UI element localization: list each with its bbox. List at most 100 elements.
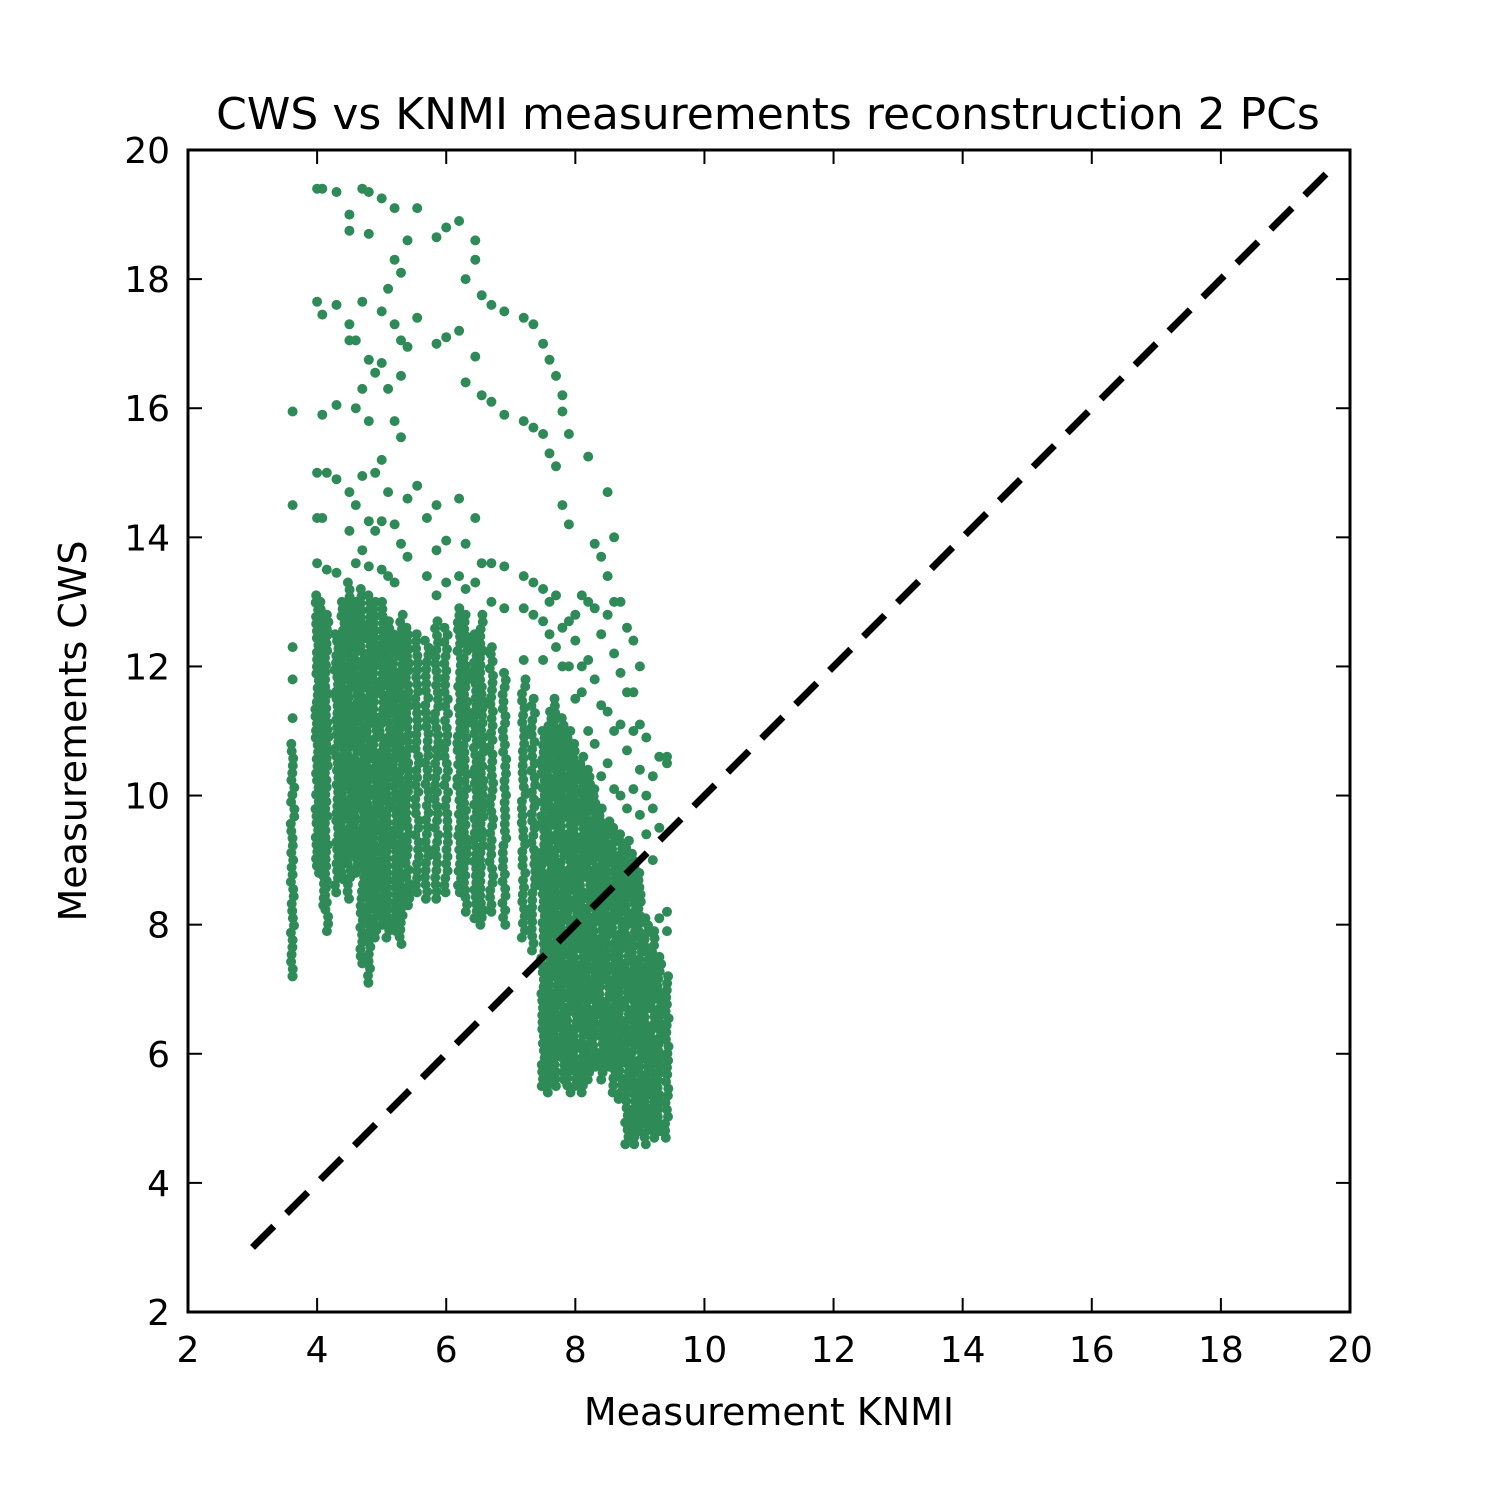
data-point: [420, 685, 431, 696]
y-axis-label: Measurements CWS: [51, 541, 95, 922]
data-point-outlier: [654, 822, 665, 833]
data-point: [343, 843, 354, 854]
data-point-outlier: [389, 254, 400, 265]
data-point: [336, 653, 347, 664]
data-point: [381, 846, 392, 857]
data-point-outlier: [357, 545, 368, 556]
data-point: [475, 890, 486, 901]
data-point: [460, 609, 471, 620]
data-point-outlier: [350, 500, 361, 511]
data-point: [499, 783, 510, 793]
data-point-outlier: [402, 493, 413, 504]
data-point: [519, 731, 530, 742]
data-point: [397, 609, 408, 620]
data-point: [475, 631, 486, 642]
data-point-outlier: [622, 622, 632, 633]
data-point: [550, 1081, 561, 1092]
data-point: [569, 1052, 579, 1063]
data-point-outlier: [551, 370, 561, 381]
data-point-outlier: [421, 513, 432, 523]
data-point: [550, 1009, 561, 1020]
data-point: [550, 1073, 561, 1084]
data-point: [286, 956, 297, 967]
data-point-outlier: [370, 367, 381, 378]
data-point-outlier: [331, 187, 342, 197]
data-point-outlier: [389, 577, 400, 588]
data-point-outlier: [615, 667, 626, 678]
data-point-outlier: [518, 603, 529, 614]
data-point-outlier: [389, 319, 400, 330]
data-point: [526, 729, 537, 740]
x-tick-label: 16: [1069, 1330, 1115, 1371]
data-point: [320, 825, 331, 836]
data-point: [634, 1061, 645, 1072]
x-tick-label: 20: [1327, 1330, 1373, 1371]
data-point: [412, 657, 423, 668]
data-point: [544, 979, 555, 990]
data-point: [433, 694, 443, 705]
data-point: [640, 913, 651, 924]
data-point: [377, 604, 388, 615]
data-point-outlier: [441, 332, 452, 343]
data-point-outlier: [602, 706, 613, 717]
data-point: [649, 926, 660, 937]
data-point: [430, 659, 441, 669]
data-point-outlier: [518, 571, 529, 582]
data-point: [287, 768, 298, 778]
data-point-outlier: [412, 312, 423, 323]
data-point-outlier: [287, 406, 298, 417]
data-point: [422, 743, 433, 754]
data-point: [477, 703, 488, 714]
data-point: [387, 839, 398, 850]
data-point-outlier: [589, 738, 600, 749]
data-point: [487, 677, 498, 688]
data-point-outlier: [344, 225, 355, 236]
data-point: [342, 886, 353, 897]
data-point: [551, 908, 561, 919]
data-point-outlier: [376, 193, 387, 204]
data-point: [429, 715, 440, 726]
data-point-outlier: [441, 222, 452, 233]
data-point: [320, 832, 331, 843]
data-point: [615, 836, 625, 847]
y-tick-label: 12: [124, 647, 170, 688]
data-point-outlier: [544, 596, 555, 607]
data-point: [517, 695, 528, 706]
data-point-outlier: [476, 390, 487, 401]
data-point-outlier: [647, 803, 658, 814]
data-point-outlier: [431, 338, 442, 349]
x-tick-label: 10: [682, 1330, 728, 1371]
data-point: [499, 819, 510, 829]
data-point: [423, 750, 434, 761]
data-point: [377, 919, 388, 930]
data-point: [486, 906, 497, 917]
data-point: [527, 916, 538, 927]
x-tick-label: 18: [1198, 1330, 1244, 1371]
data-point: [321, 638, 332, 649]
data-point: [661, 985, 672, 996]
data-point: [646, 1033, 657, 1043]
data-point: [527, 816, 538, 826]
data-point-outlier: [476, 558, 487, 569]
data-point: [519, 738, 530, 749]
data-point: [411, 636, 422, 647]
data-point: [433, 737, 444, 748]
data-point: [601, 910, 612, 921]
data-point-outlier: [589, 674, 600, 685]
data-point: [289, 811, 300, 822]
data-point-outlier: [287, 642, 298, 653]
data-point: [363, 956, 374, 967]
data-point-outlier: [570, 609, 581, 620]
data-point: [527, 909, 537, 920]
data-point: [459, 624, 470, 635]
data-point: [596, 803, 607, 814]
data-point-outlier: [602, 571, 613, 582]
data-point-outlier: [602, 487, 613, 498]
data-point: [394, 774, 405, 785]
data-point: [527, 895, 538, 906]
data-point-outlier: [331, 299, 342, 310]
data-point: [498, 854, 509, 865]
data-point: [430, 879, 441, 890]
data-point-outlier: [589, 538, 600, 549]
data-point: [320, 710, 331, 721]
